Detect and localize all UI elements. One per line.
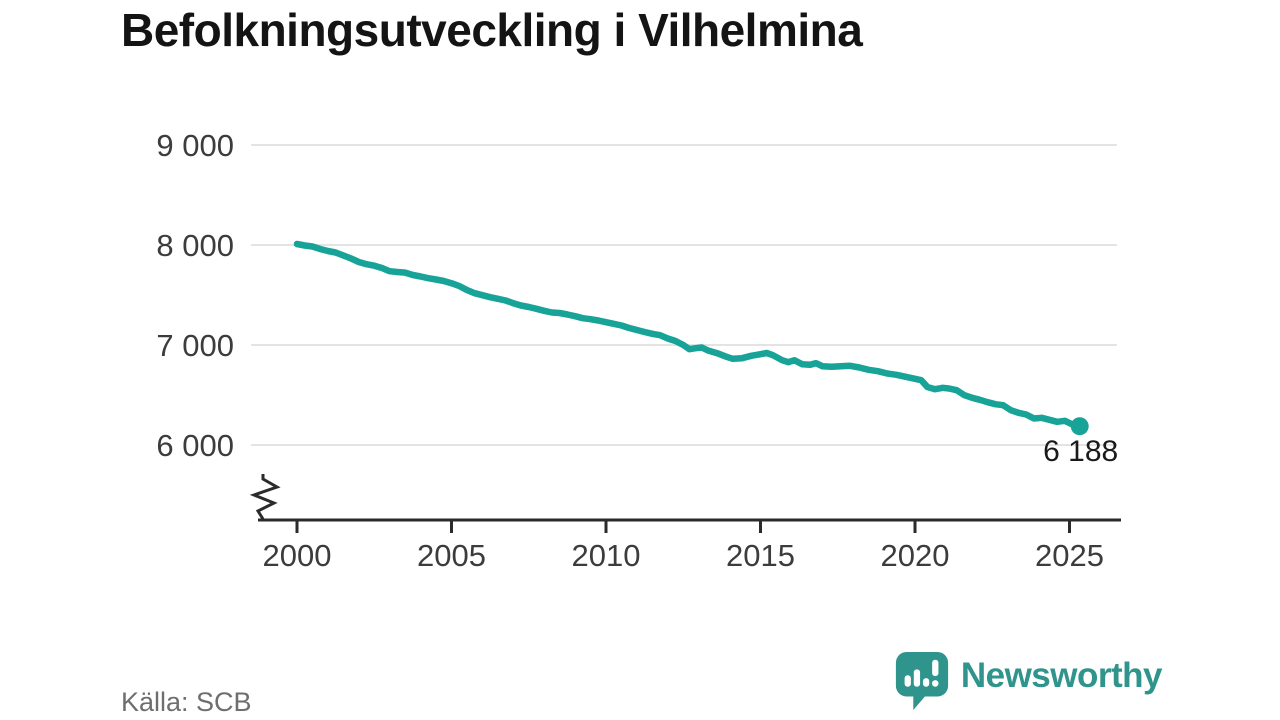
x-tick-label: 2020 bbox=[881, 538, 950, 573]
x-tick-label: 2000 bbox=[263, 538, 332, 573]
y-tick-label: 8 000 bbox=[156, 228, 234, 263]
newsworthy-logo-text: Newsworthy bbox=[960, 656, 1163, 695]
axis-break-icon bbox=[249, 474, 281, 520]
x-tick-label: 2005 bbox=[417, 538, 486, 573]
page-title: Befolkningsutveckling i Vilhelmina bbox=[121, 4, 863, 56]
x-tick-label: 2015 bbox=[726, 538, 795, 573]
y-tick-label: 6 000 bbox=[156, 428, 234, 463]
newsworthy-logo: Newsworthy bbox=[893, 650, 1163, 712]
population-line bbox=[293, 240, 1083, 430]
x-tick-label: 2025 bbox=[1035, 538, 1104, 573]
newsworthy-logo-icon bbox=[895, 652, 948, 710]
y-tick-label: 7 000 bbox=[156, 328, 234, 363]
x-tick-label: 2010 bbox=[572, 538, 641, 573]
y-tick-label: 9 000 bbox=[156, 128, 234, 163]
source-note: Källa: SCB bbox=[121, 687, 252, 717]
end-value-label: 6 188 bbox=[1043, 435, 1118, 468]
end-point-marker bbox=[1070, 417, 1089, 436]
